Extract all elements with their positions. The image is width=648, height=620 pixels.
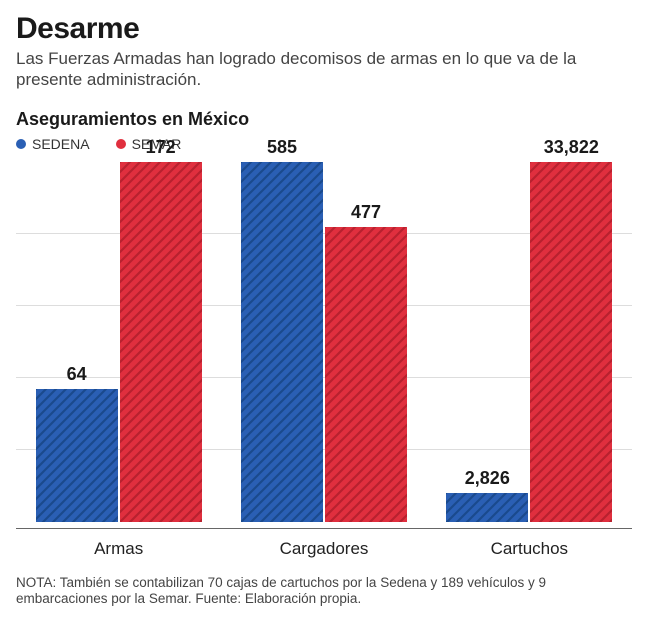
category-label: Cargadores	[221, 539, 426, 559]
group-cartuchos: 2,826 33,822	[427, 162, 632, 522]
chart-title: Aseguramientos en México	[16, 109, 632, 130]
bar-sedena: 2,826	[446, 468, 528, 522]
bar-groups: 64 172 585 477	[16, 162, 632, 522]
bar-fill	[325, 227, 407, 522]
category-label: Armas	[16, 539, 221, 559]
legend-label: SEDENA	[32, 136, 90, 152]
bar-semar: 172	[120, 137, 202, 522]
bar	[446, 493, 528, 522]
bar-value-label: 33,822	[544, 137, 599, 158]
bar	[36, 389, 118, 522]
bar-fill	[530, 162, 612, 522]
legend-dot-sedena	[16, 139, 26, 149]
group-cargadores: 585 477	[221, 162, 426, 522]
bar	[325, 227, 407, 522]
bar	[241, 162, 323, 522]
page-title: Desarme	[16, 12, 632, 46]
bar-semar: 477	[325, 202, 407, 522]
page-subtitle: Las Fuerzas Armadas han logrado decomiso…	[16, 48, 626, 91]
category-label: Cartuchos	[427, 539, 632, 559]
bar-fill	[241, 162, 323, 522]
group-armas: 64 172	[16, 162, 221, 522]
legend-item-sedena: SEDENA	[16, 136, 90, 152]
bar-fill	[36, 389, 118, 522]
bar-value-label: 64	[67, 364, 87, 385]
bar-value-label: 585	[267, 137, 297, 158]
bar-fill	[120, 162, 202, 522]
chart-area: 64 172 585 477	[16, 162, 632, 522]
bar-value-label: 2,826	[465, 468, 510, 489]
bar-value-label: 477	[351, 202, 381, 223]
bar	[530, 162, 612, 522]
bar	[120, 162, 202, 522]
bar-semar: 33,822	[530, 137, 612, 522]
bar-sedena: 585	[241, 137, 323, 522]
bar-fill	[446, 493, 528, 522]
bar-value-label: 172	[146, 137, 176, 158]
footnote: NOTA: También se contabilizan 70 cajas d…	[16, 575, 632, 609]
category-labels: Armas Cargadores Cartuchos	[16, 528, 632, 559]
bar-sedena: 64	[36, 364, 118, 522]
